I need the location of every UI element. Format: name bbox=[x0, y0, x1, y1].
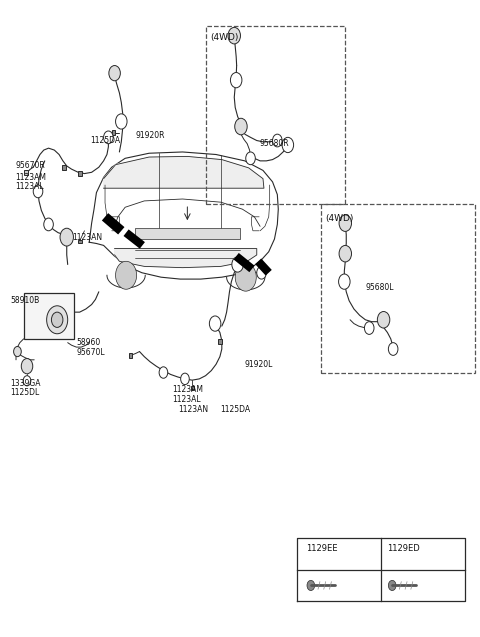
Circle shape bbox=[47, 306, 68, 334]
Text: 1125DA: 1125DA bbox=[91, 136, 121, 145]
Circle shape bbox=[339, 245, 351, 262]
Polygon shape bbox=[115, 248, 257, 268]
Circle shape bbox=[282, 138, 294, 153]
Text: 91920R: 91920R bbox=[136, 131, 165, 140]
Circle shape bbox=[21, 359, 33, 374]
Text: 1129ED: 1129ED bbox=[387, 544, 420, 553]
Text: 1123AM: 1123AM bbox=[15, 173, 46, 182]
Bar bbox=[78, 171, 82, 176]
Text: (4WD): (4WD) bbox=[325, 213, 354, 222]
Circle shape bbox=[235, 118, 247, 135]
Bar bbox=[78, 240, 82, 243]
Text: 1123AL: 1123AL bbox=[15, 182, 44, 192]
Text: 1339GA: 1339GA bbox=[10, 379, 41, 388]
Polygon shape bbox=[104, 157, 264, 188]
Bar bbox=[191, 386, 194, 390]
Circle shape bbox=[60, 228, 73, 246]
Polygon shape bbox=[89, 152, 278, 279]
Text: 58910B: 58910B bbox=[10, 296, 39, 305]
Circle shape bbox=[230, 73, 242, 88]
Circle shape bbox=[33, 185, 43, 197]
Text: 95670R: 95670R bbox=[15, 161, 45, 171]
Circle shape bbox=[246, 152, 255, 165]
Text: 95670L: 95670L bbox=[76, 348, 105, 357]
Circle shape bbox=[13, 347, 21, 357]
Bar bbox=[24, 293, 74, 339]
Text: 1129EE: 1129EE bbox=[306, 544, 337, 553]
Text: 58960: 58960 bbox=[76, 338, 101, 347]
Circle shape bbox=[180, 373, 189, 385]
Text: 1125DA: 1125DA bbox=[220, 405, 250, 414]
Circle shape bbox=[159, 367, 168, 378]
Circle shape bbox=[235, 263, 256, 291]
Circle shape bbox=[232, 257, 243, 272]
Bar bbox=[129, 354, 132, 358]
Text: 1125DL: 1125DL bbox=[10, 389, 39, 397]
Circle shape bbox=[116, 114, 127, 129]
Circle shape bbox=[228, 27, 240, 44]
Circle shape bbox=[51, 312, 63, 327]
Bar bbox=[135, 227, 240, 239]
Circle shape bbox=[44, 218, 53, 231]
Text: 1123AL: 1123AL bbox=[172, 395, 201, 404]
Circle shape bbox=[23, 376, 31, 386]
Circle shape bbox=[273, 134, 282, 147]
Bar bbox=[24, 170, 28, 175]
Circle shape bbox=[364, 322, 374, 334]
Text: 91920L: 91920L bbox=[245, 360, 273, 369]
Circle shape bbox=[257, 266, 266, 279]
Text: (4WD): (4WD) bbox=[210, 33, 239, 42]
Text: 95680R: 95680R bbox=[259, 140, 289, 148]
Bar bbox=[218, 340, 222, 344]
Text: 95680L: 95680L bbox=[365, 283, 394, 292]
Circle shape bbox=[307, 580, 315, 590]
Circle shape bbox=[388, 580, 396, 590]
Circle shape bbox=[209, 316, 221, 331]
Circle shape bbox=[109, 66, 120, 81]
Bar bbox=[112, 131, 115, 136]
Text: 1123AN: 1123AN bbox=[178, 405, 208, 414]
Text: 1123AM: 1123AM bbox=[172, 385, 203, 394]
Circle shape bbox=[338, 274, 350, 289]
Circle shape bbox=[116, 261, 137, 289]
Bar bbox=[62, 165, 66, 170]
Text: 1123AN: 1123AN bbox=[72, 233, 103, 241]
Circle shape bbox=[388, 343, 398, 355]
Circle shape bbox=[377, 311, 390, 328]
Circle shape bbox=[104, 131, 113, 144]
Circle shape bbox=[339, 215, 351, 231]
